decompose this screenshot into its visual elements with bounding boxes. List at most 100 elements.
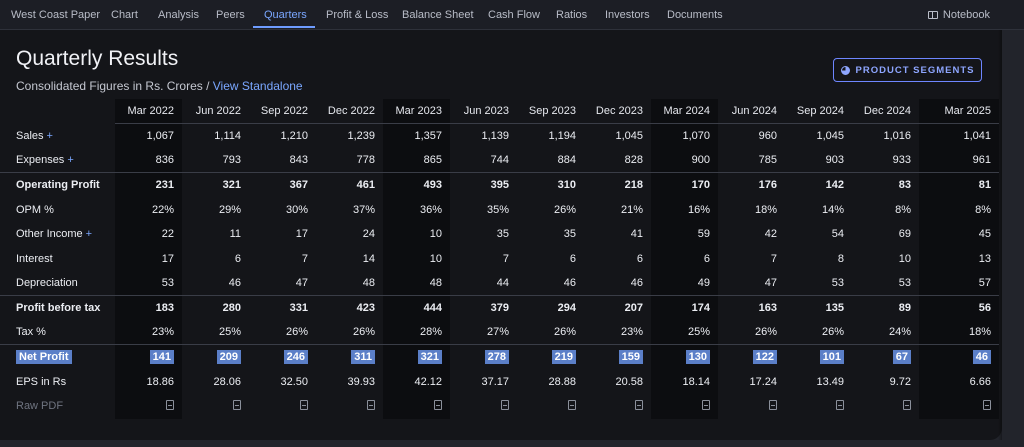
notebook-label: Notebook bbox=[942, 9, 990, 21]
raw-pdf-cell[interactable] bbox=[584, 394, 651, 419]
table-cell: 10 bbox=[383, 246, 450, 272]
column-header: Sep 2022 bbox=[249, 99, 316, 125]
raw-pdf-cell[interactable] bbox=[450, 394, 517, 419]
pdf-file-icon[interactable] bbox=[635, 399, 643, 410]
table-cell: 46 bbox=[919, 344, 999, 370]
section-title: Quarterly Results bbox=[16, 47, 179, 70]
tab-investors[interactable]: Investors bbox=[605, 9, 650, 21]
table-cell: 17 bbox=[249, 222, 316, 247]
tab-peers[interactable]: Peers bbox=[216, 9, 245, 21]
table-cell: 130 bbox=[651, 344, 718, 370]
table-cell: 17 bbox=[115, 246, 182, 272]
notebook-link[interactable]: Notebook bbox=[927, 9, 990, 21]
cell-value: 207 bbox=[624, 302, 643, 315]
cell-value: 46 bbox=[563, 277, 576, 290]
raw-pdf-cell[interactable] bbox=[919, 394, 999, 419]
table-cell: 1,239 bbox=[316, 124, 383, 149]
tab-profit-loss[interactable]: Profit & Loss bbox=[326, 9, 389, 21]
table-cell: 10 bbox=[383, 221, 450, 247]
tab-ratios[interactable]: Ratios bbox=[556, 9, 588, 21]
subtitle-text: Consolidated Figures in Rs. Crores / bbox=[16, 79, 213, 93]
pdf-file-icon[interactable] bbox=[568, 399, 576, 410]
row-label-text: Tax % bbox=[16, 326, 46, 339]
raw-pdf-cell[interactable] bbox=[785, 394, 852, 419]
table-cell: 141 bbox=[115, 344, 182, 370]
table-cell: 49 bbox=[651, 271, 718, 296]
table-cell: 8% bbox=[852, 197, 919, 222]
table-cell: 170 bbox=[651, 172, 718, 198]
tab-balance-sheet[interactable]: Balance Sheet bbox=[402, 9, 474, 21]
table-cell: 56 bbox=[919, 295, 999, 321]
tab-documents[interactable]: Documents bbox=[667, 9, 723, 21]
row-label[interactable]: Other Income + bbox=[0, 222, 115, 247]
row-label[interactable]: Sales + bbox=[0, 124, 115, 149]
cell-value: 142 bbox=[825, 179, 844, 192]
cell-value: 11 bbox=[229, 228, 241, 241]
pdf-file-icon[interactable] bbox=[233, 399, 241, 410]
cell-value: 47 bbox=[295, 277, 308, 290]
raw-pdf-row: Raw PDF bbox=[0, 394, 999, 419]
table-cell: 47 bbox=[249, 271, 316, 296]
cell-value: 828 bbox=[624, 154, 643, 167]
pdf-file-icon[interactable] bbox=[702, 399, 710, 410]
raw-pdf-cell[interactable] bbox=[383, 394, 450, 419]
table-cell: 26% bbox=[249, 320, 316, 345]
tab-chart[interactable]: Chart bbox=[111, 9, 138, 21]
pdf-file-icon[interactable] bbox=[166, 399, 174, 410]
raw-pdf-cell[interactable] bbox=[651, 394, 718, 419]
raw-pdf-cell[interactable] bbox=[852, 394, 919, 419]
cell-value: 444 bbox=[423, 302, 442, 315]
pdf-file-icon[interactable] bbox=[983, 399, 991, 410]
cell-value: 18% bbox=[754, 203, 777, 216]
cell-value: 14 bbox=[362, 252, 375, 265]
cell-value: 6 bbox=[636, 252, 643, 265]
pdf-file-icon[interactable] bbox=[501, 399, 509, 410]
table-row: Interest 17 6 7 14 10 7 6 6 6 7 8 10 13 bbox=[0, 246, 999, 272]
pdf-file-icon[interactable] bbox=[300, 399, 308, 410]
cell-value: 28.06 bbox=[213, 375, 241, 388]
row-label: Interest bbox=[0, 247, 115, 272]
cell-value: 865 bbox=[423, 154, 442, 167]
table-cell: 6 bbox=[651, 246, 718, 272]
cell-value: 331 bbox=[289, 302, 308, 315]
raw-pdf-cell[interactable] bbox=[115, 394, 182, 419]
row-label[interactable]: Expenses + bbox=[0, 148, 115, 173]
table-cell: 18.14 bbox=[651, 369, 718, 395]
table-cell: 246 bbox=[249, 344, 316, 370]
cell-value: 960 bbox=[758, 130, 777, 143]
cell-value: 1,045 bbox=[615, 130, 643, 143]
raw-pdf-cell[interactable] bbox=[517, 394, 584, 419]
cell-value: 321 bbox=[417, 350, 442, 365]
row-label-text: Net Profit bbox=[16, 350, 72, 365]
table-cell: 278 bbox=[450, 344, 517, 370]
cell-value: 933 bbox=[892, 154, 911, 167]
cell-value: 26% bbox=[553, 326, 576, 339]
table-cell: 294 bbox=[517, 295, 584, 321]
cell-value: 836 bbox=[155, 154, 174, 167]
pdf-file-icon[interactable] bbox=[367, 399, 375, 410]
tab-cash-flow[interactable]: Cash Flow bbox=[488, 9, 540, 21]
raw-pdf-cell[interactable] bbox=[182, 394, 249, 419]
pdf-file-icon[interactable] bbox=[769, 399, 777, 410]
expand-plus-icon[interactable]: + bbox=[85, 228, 93, 241]
tab-quarters[interactable]: Quarters bbox=[264, 9, 307, 21]
table-cell: 48 bbox=[383, 271, 450, 296]
raw-pdf-cell[interactable] bbox=[316, 394, 383, 419]
table-cell: 26% bbox=[517, 197, 584, 222]
pdf-file-icon[interactable] bbox=[434, 399, 442, 410]
tab-west-coast-paper[interactable]: West Coast Paper bbox=[11, 9, 101, 21]
pdf-file-icon[interactable] bbox=[836, 399, 844, 410]
tab-analysis[interactable]: Analysis bbox=[158, 9, 199, 21]
raw-pdf-cell[interactable] bbox=[249, 394, 316, 419]
quarterly-results-card: Quarterly Results Consolidated Figures i… bbox=[0, 30, 1002, 440]
pdf-file-icon[interactable] bbox=[903, 399, 911, 410]
cell-value: 54 bbox=[831, 228, 844, 241]
expand-plus-icon[interactable]: + bbox=[46, 129, 53, 142]
cell-value: 170 bbox=[691, 179, 710, 192]
expand-plus-icon[interactable]: + bbox=[67, 154, 74, 167]
table-cell: 22 bbox=[115, 221, 182, 247]
raw-pdf-cell[interactable] bbox=[718, 394, 785, 419]
cell-value: 294 bbox=[557, 302, 576, 315]
view-standalone-link[interactable]: View Standalone bbox=[212, 79, 303, 93]
product-segments-button[interactable]: PRODUCT SEGMENTS bbox=[833, 58, 982, 82]
